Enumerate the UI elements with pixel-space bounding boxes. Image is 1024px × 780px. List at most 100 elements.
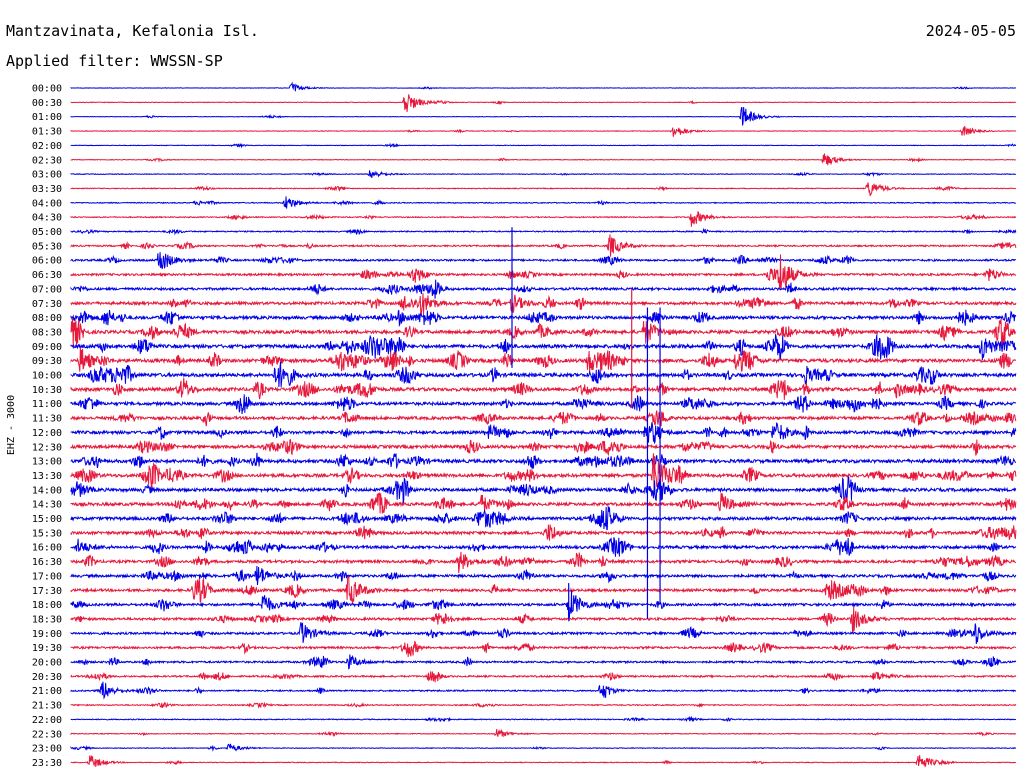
trace-row [70, 681, 1017, 700]
trace-row [70, 142, 1017, 149]
trace-row [70, 252, 1016, 269]
time-label: 07:00 [32, 284, 62, 295]
trace-row [70, 227, 1017, 236]
trace-row [70, 537, 1017, 557]
trace-row [70, 347, 1016, 373]
trace-row [70, 491, 1017, 514]
trace-row [70, 728, 1017, 738]
time-label: 06:30 [32, 270, 62, 281]
time-label: 17:30 [32, 586, 62, 597]
trace-row [70, 566, 1017, 586]
time-label: 10:30 [32, 385, 62, 396]
trace-row [70, 755, 1017, 768]
trace-row [70, 377, 1017, 400]
time-label: 14:30 [32, 500, 62, 511]
time-label: 11:30 [32, 414, 62, 425]
time-label: 23:30 [32, 758, 62, 769]
channel-label: EHZ - 3000 [6, 395, 17, 455]
trace-row [70, 422, 1017, 445]
time-label: 08:00 [32, 313, 62, 324]
large-event-spikes [511, 227, 661, 619]
trace-row [70, 476, 1017, 504]
time-label: 19:30 [32, 643, 62, 654]
trace-row [70, 170, 1016, 178]
trace-row [70, 715, 1017, 723]
time-label: 03:30 [32, 184, 62, 195]
trace-row [70, 153, 1017, 166]
trace-row [70, 196, 1017, 209]
trace-row [70, 701, 1017, 709]
trace-row [70, 551, 1017, 574]
time-label: 09:00 [32, 342, 62, 353]
trace-row [70, 654, 1017, 670]
trace-row [70, 506, 1017, 531]
time-label: 05:30 [32, 241, 62, 252]
time-label: 11:00 [32, 399, 62, 410]
time-label: 08:30 [32, 327, 62, 338]
trace-row [70, 361, 1017, 388]
trace-row [70, 126, 1017, 137]
trace-row [70, 743, 1017, 752]
trace-row [70, 309, 1017, 328]
date-label: 2024-05-05 [926, 22, 1016, 40]
trace-row [70, 606, 1016, 634]
time-label: 22:00 [32, 715, 62, 726]
time-label: 15:30 [32, 528, 62, 539]
time-label: 13:30 [32, 471, 62, 482]
trace-row [70, 279, 1017, 299]
time-label: 09:30 [32, 356, 62, 367]
time-label: 20:30 [32, 672, 62, 683]
time-label: 05:00 [32, 227, 62, 238]
seismic-traces [70, 81, 1017, 768]
trace-row [70, 394, 1017, 415]
trace-row [70, 254, 1017, 291]
trace-row [70, 453, 1017, 491]
trace-row [70, 622, 1017, 645]
trace-row [70, 575, 1017, 605]
time-label: 17:00 [32, 571, 62, 582]
time-label: 04:30 [32, 213, 62, 224]
time-label: 16:30 [32, 557, 62, 568]
time-label: 15:00 [32, 514, 62, 525]
time-label: 21:30 [32, 701, 62, 712]
time-label: 20:00 [32, 658, 62, 669]
time-label: 01:00 [32, 112, 62, 123]
time-label: 14:00 [32, 485, 62, 496]
time-label: 13:00 [32, 457, 62, 468]
trace-row [70, 524, 1017, 541]
time-label: 16:00 [32, 543, 62, 554]
trace-row [70, 234, 1017, 257]
time-label: 18:30 [32, 614, 62, 625]
time-label: 19:00 [32, 629, 62, 640]
filter-label: Applied filter: WWSSN-SP [6, 52, 223, 70]
time-label: 12:30 [32, 442, 62, 453]
time-label: 21:00 [32, 686, 62, 697]
time-label: 00:00 [32, 84, 62, 95]
time-label: 10:00 [32, 371, 62, 382]
time-label: 07:30 [32, 299, 62, 310]
trace-row [70, 640, 1016, 657]
time-label: 01:30 [32, 127, 62, 138]
trace-row [70, 438, 1017, 457]
trace-row [70, 106, 1016, 126]
station-title: Mantzavinata, Kefalonia Isl. [6, 22, 259, 40]
time-label: 03:00 [32, 170, 62, 181]
time-label: 02:30 [32, 155, 62, 166]
trace-row [70, 410, 1017, 427]
trace-row [70, 590, 1017, 622]
trace-row [70, 334, 1017, 361]
time-label: 23:00 [32, 744, 62, 755]
time-label: 06:00 [32, 256, 62, 267]
trace-row [70, 81, 1017, 92]
trace-row [70, 318, 1016, 347]
time-label: 04:00 [32, 198, 62, 209]
trace-row [70, 671, 1017, 683]
time-label: 12:00 [32, 428, 62, 439]
trace-row [70, 182, 1017, 197]
time-label: 18:00 [32, 600, 62, 611]
trace-row [70, 211, 1017, 227]
time-label: 22:30 [32, 729, 62, 740]
time-label: 02:00 [32, 141, 62, 152]
trace-row [70, 292, 1017, 317]
